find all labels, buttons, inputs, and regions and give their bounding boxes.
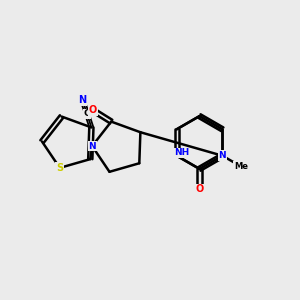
Text: Me: Me: [234, 162, 248, 171]
Text: N: N: [219, 151, 226, 160]
Text: NH: NH: [174, 148, 189, 158]
Text: C: C: [84, 109, 90, 118]
Text: N: N: [79, 95, 87, 105]
Text: N: N: [88, 142, 96, 151]
Text: O: O: [89, 105, 97, 115]
Text: S: S: [56, 163, 63, 173]
Text: O: O: [195, 184, 204, 194]
